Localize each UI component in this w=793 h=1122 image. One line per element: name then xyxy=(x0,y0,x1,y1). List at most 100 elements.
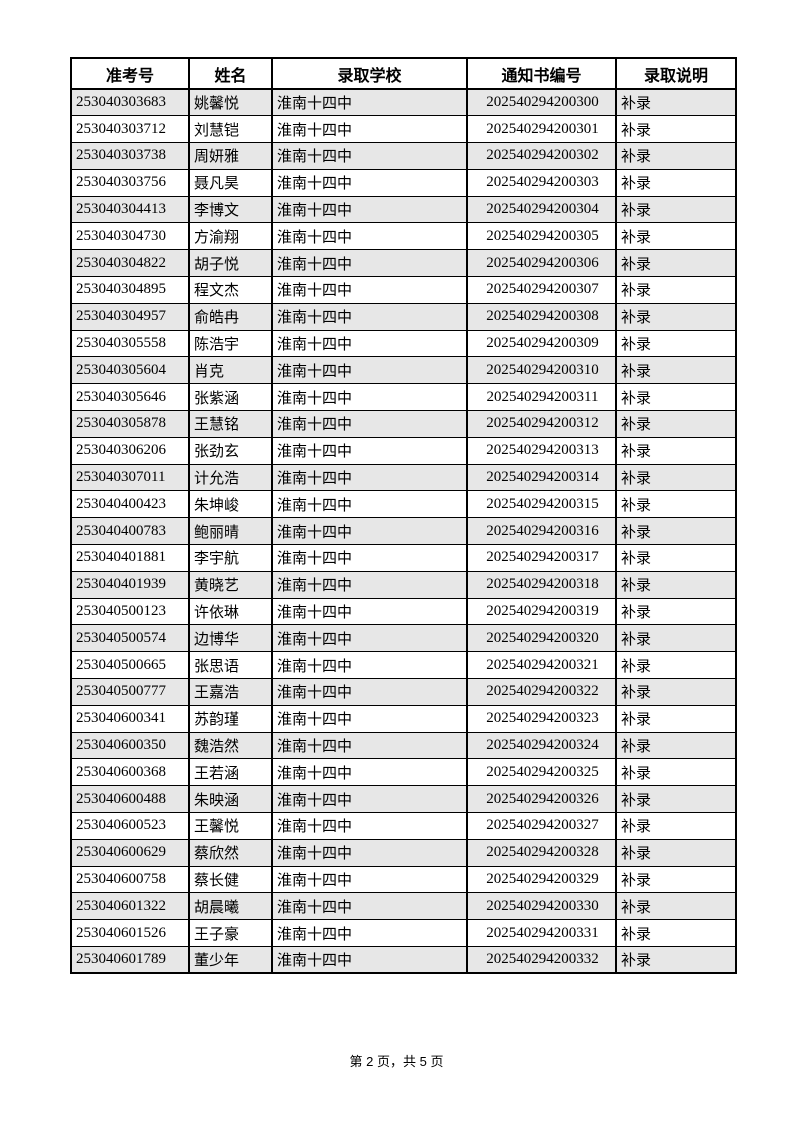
exam-number-cell: 253040305878 xyxy=(70,410,190,438)
table-row: 253040303756 聂凡昊 淮南十四中 202540294200303 补录 xyxy=(70,168,737,197)
admission-note-cell: 补录 xyxy=(615,195,737,224)
notification-number-cell: 202540294200322 xyxy=(466,678,617,706)
notification-number-cell: 202540294200332 xyxy=(466,946,617,974)
notification-number-cell: 202540294200324 xyxy=(466,731,617,760)
notification-number-cell: 202540294200307 xyxy=(466,276,617,304)
notification-number-cell: 202540294200304 xyxy=(466,195,617,224)
notification-number-cell: 202540294200309 xyxy=(466,329,617,358)
admission-note-cell: 补录 xyxy=(615,383,737,412)
name-cell: 李宇航 xyxy=(188,544,273,572)
exam-number-cell: 253040600629 xyxy=(70,838,190,867)
exam-number-cell: 253040303712 xyxy=(70,115,190,144)
admitted-school-cell: 淮南十四中 xyxy=(271,276,468,304)
exam-number-cell: 253040601789 xyxy=(70,946,190,974)
admission-note-cell: 补录 xyxy=(615,919,737,947)
admitted-school-cell: 淮南十四中 xyxy=(271,88,468,117)
admission-note-cell: 补录 xyxy=(615,463,737,492)
notification-number-cell: 202540294200314 xyxy=(466,463,617,492)
name-cell: 朱映涵 xyxy=(188,785,273,814)
notification-number-cell: 202540294200302 xyxy=(466,142,617,170)
admission-note-cell: 补录 xyxy=(615,544,737,572)
table-row: 253040304957 俞皓冉 淮南十四中 202540294200308 补录 xyxy=(70,302,737,331)
admission-note-cell: 补录 xyxy=(615,651,737,680)
exam-number-cell: 253040306206 xyxy=(70,436,190,465)
notification-number-cell: 202540294200305 xyxy=(466,222,617,251)
notification-number-cell: 202540294200303 xyxy=(466,168,617,197)
notification-number-cell: 202540294200300 xyxy=(466,88,617,117)
admitted-school-cell: 淮南十四中 xyxy=(271,115,468,144)
admission-note-cell: 补录 xyxy=(615,892,737,921)
name-cell: 边博华 xyxy=(188,624,273,653)
notification-number-cell: 202540294200315 xyxy=(466,490,617,519)
exam-number-cell: 253040304822 xyxy=(70,249,190,278)
notification-number-cell: 202540294200301 xyxy=(466,115,617,144)
exam-number-cell: 253040500574 xyxy=(70,624,190,653)
name-cell: 方渝翔 xyxy=(188,222,273,251)
name-cell: 李博文 xyxy=(188,195,273,224)
table-row: 253040601526 王子豪 淮南十四中 202540294200331 补录 xyxy=(70,919,737,947)
admission-note-cell: 补录 xyxy=(615,356,737,385)
exam-number-cell: 253040600368 xyxy=(70,758,190,787)
name-cell: 姚馨悦 xyxy=(188,88,273,117)
admitted-school-cell: 淮南十四中 xyxy=(271,329,468,358)
table-row: 253040500777 王嘉浩 淮南十四中 202540294200322 补录 xyxy=(70,678,737,706)
table-row: 253040401939 黄晓艺 淮南十四中 202540294200318 补录 xyxy=(70,570,737,599)
notification-number-cell: 202540294200331 xyxy=(466,919,617,947)
header-row: 准考号 姓名 录取学校 通知书编号 录取说明 xyxy=(70,57,737,90)
admission-note-cell: 补录 xyxy=(615,758,737,787)
admitted-school-cell: 淮南十四中 xyxy=(271,651,468,680)
notification-number-cell: 202540294200321 xyxy=(466,651,617,680)
exam-number-cell: 253040401881 xyxy=(70,544,190,572)
page-number-footer: 第 2 页，共 5 页 xyxy=(349,1054,444,1069)
table-row: 253040600523 王馨悦 淮南十四中 202540294200327 补录 xyxy=(70,812,737,840)
exam-number-cell: 253040500665 xyxy=(70,651,190,680)
name-cell: 王嘉浩 xyxy=(188,678,273,706)
admitted-school-cell: 淮南十四中 xyxy=(271,436,468,465)
header-name: 姓名 xyxy=(188,57,273,90)
admission-note-cell: 补录 xyxy=(615,410,737,438)
admission-note-cell: 补录 xyxy=(615,731,737,760)
admission-note-cell: 补录 xyxy=(615,597,737,626)
exam-number-cell: 253040303683 xyxy=(70,88,190,117)
name-cell: 王慧铭 xyxy=(188,410,273,438)
notification-number-cell: 202540294200318 xyxy=(466,570,617,599)
exam-number-cell: 253040303738 xyxy=(70,142,190,170)
table-row: 253040304822 胡子悦 淮南十四中 202540294200306 补录 xyxy=(70,249,737,278)
admitted-school-cell: 淮南十四中 xyxy=(271,731,468,760)
admitted-school-cell: 淮南十四中 xyxy=(271,142,468,170)
admission-list-table: 准考号 姓名 录取学校 通知书编号 录取说明 253040303683 姚馨悦 淮南… xyxy=(70,57,737,975)
notification-number-cell: 202540294200306 xyxy=(466,249,617,278)
table-row: 253040303683 姚馨悦 淮南十四中 202540294200300 补录 xyxy=(70,88,737,117)
table-body: 253040303683 姚馨悦 淮南十四中 202540294200300 补录 253… xyxy=(70,88,737,974)
exam-number-cell: 253040304957 xyxy=(70,302,190,331)
exam-number-cell: 253040304413 xyxy=(70,195,190,224)
name-cell: 王子豪 xyxy=(188,919,273,947)
name-cell: 胡子悦 xyxy=(188,249,273,278)
exam-number-cell: 253040600758 xyxy=(70,865,190,894)
exam-number-cell: 253040601526 xyxy=(70,919,190,947)
exam-number-cell: 253040500123 xyxy=(70,597,190,626)
notification-number-cell: 202540294200323 xyxy=(466,704,617,733)
exam-number-cell: 253040600350 xyxy=(70,731,190,760)
name-cell: 朱坤峻 xyxy=(188,490,273,519)
name-cell: 蔡长健 xyxy=(188,865,273,894)
table-row: 253040601322 胡晨曦 淮南十四中 202540294200330 补录 xyxy=(70,892,737,921)
name-cell: 聂凡昊 xyxy=(188,168,273,197)
admitted-school-cell: 淮南十四中 xyxy=(271,838,468,867)
exam-number-cell: 253040304895 xyxy=(70,276,190,304)
admitted-school-cell: 淮南十四中 xyxy=(271,946,468,974)
admission-note-cell: 补录 xyxy=(615,785,737,814)
notification-number-cell: 202540294200328 xyxy=(466,838,617,867)
admitted-school-cell: 淮南十四中 xyxy=(271,410,468,438)
admitted-school-cell: 淮南十四中 xyxy=(271,356,468,385)
notification-number-cell: 202540294200317 xyxy=(466,544,617,572)
admitted-school-cell: 淮南十四中 xyxy=(271,785,468,814)
exam-number-cell: 253040600341 xyxy=(70,704,190,733)
table-row: 253040400783 鲍丽晴 淮南十四中 202540294200316 补录 xyxy=(70,517,737,546)
admission-note-cell: 补录 xyxy=(615,88,737,117)
exam-number-cell: 253040400423 xyxy=(70,490,190,519)
admission-note-cell: 补录 xyxy=(615,490,737,519)
table-row: 253040305646 张紫涵 淮南十四中 202540294200311 补录 xyxy=(70,383,737,412)
table-row: 253040600758 蔡长健 淮南十四中 202540294200329 补录 xyxy=(70,865,737,894)
